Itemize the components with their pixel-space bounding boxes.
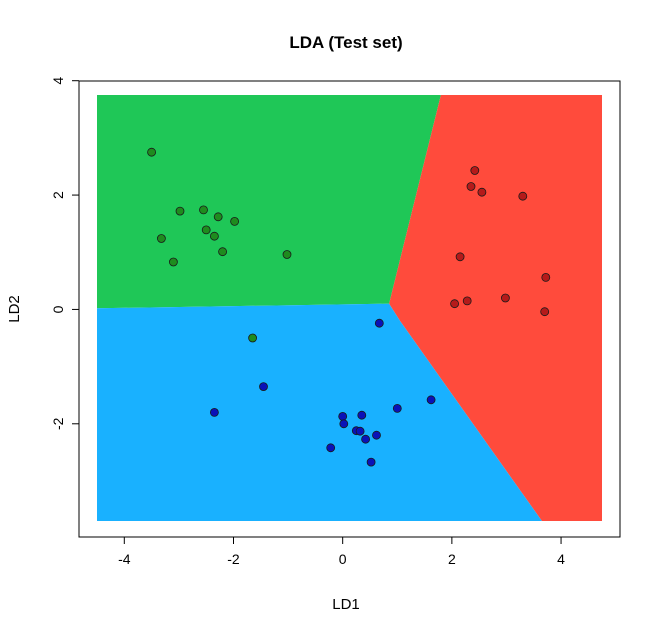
data-point: [361, 434, 371, 444]
decision-regions: [97, 95, 602, 521]
x-axis-label: LD1: [332, 596, 360, 613]
chart-title: LDA (Test set): [289, 33, 402, 52]
x-axis: -4 -2 0 2 4: [118, 537, 565, 567]
x-tick-label: 2: [448, 551, 456, 567]
data-point: [477, 187, 487, 197]
data-point: [147, 147, 157, 157]
y-axis-label: LD2: [6, 295, 23, 323]
data-point: [355, 426, 365, 436]
data-point: [282, 250, 292, 259]
data-point: [541, 272, 551, 282]
data-point: [338, 411, 348, 421]
x-tick-label: 0: [339, 551, 347, 567]
data-point: [540, 307, 550, 317]
data-point: [209, 231, 219, 241]
data-point: [470, 166, 480, 175]
data-point: [374, 318, 384, 328]
data-point: [259, 382, 268, 392]
data-point: [518, 191, 528, 201]
data-point: [175, 206, 185, 216]
data-points: [147, 147, 551, 467]
y-tick-label: 2: [50, 191, 66, 199]
data-point: [213, 212, 223, 222]
data-point: [326, 443, 336, 453]
y-tick-label: 4: [50, 77, 66, 85]
data-point: [248, 333, 258, 343]
region-class-1: [97, 95, 441, 309]
data-point: [455, 252, 465, 262]
data-point: [466, 182, 476, 191]
region-class-2: [389, 95, 602, 521]
x-tick-label: -2: [227, 551, 240, 567]
data-point: [201, 225, 211, 235]
data-point: [462, 296, 472, 306]
data-point: [392, 403, 402, 413]
data-point: [372, 430, 381, 440]
data-point: [426, 395, 436, 405]
data-point: [450, 299, 460, 309]
data-point: [218, 247, 228, 257]
region-class-3: [97, 303, 542, 521]
data-point: [199, 205, 208, 215]
data-point: [168, 257, 178, 267]
data-point: [339, 419, 349, 429]
data-point: [366, 457, 376, 467]
x-tick-label: 4: [557, 551, 565, 567]
y-tick-label: -2: [50, 417, 66, 430]
y-tick-label: 0: [50, 305, 66, 313]
data-point: [209, 407, 219, 417]
x-tick-label: -4: [118, 551, 131, 567]
data-point: [357, 410, 367, 420]
data-point: [500, 293, 510, 303]
data-point: [230, 216, 240, 226]
y-axis: -2 0 2 4: [50, 77, 79, 430]
data-point: [156, 234, 166, 243]
